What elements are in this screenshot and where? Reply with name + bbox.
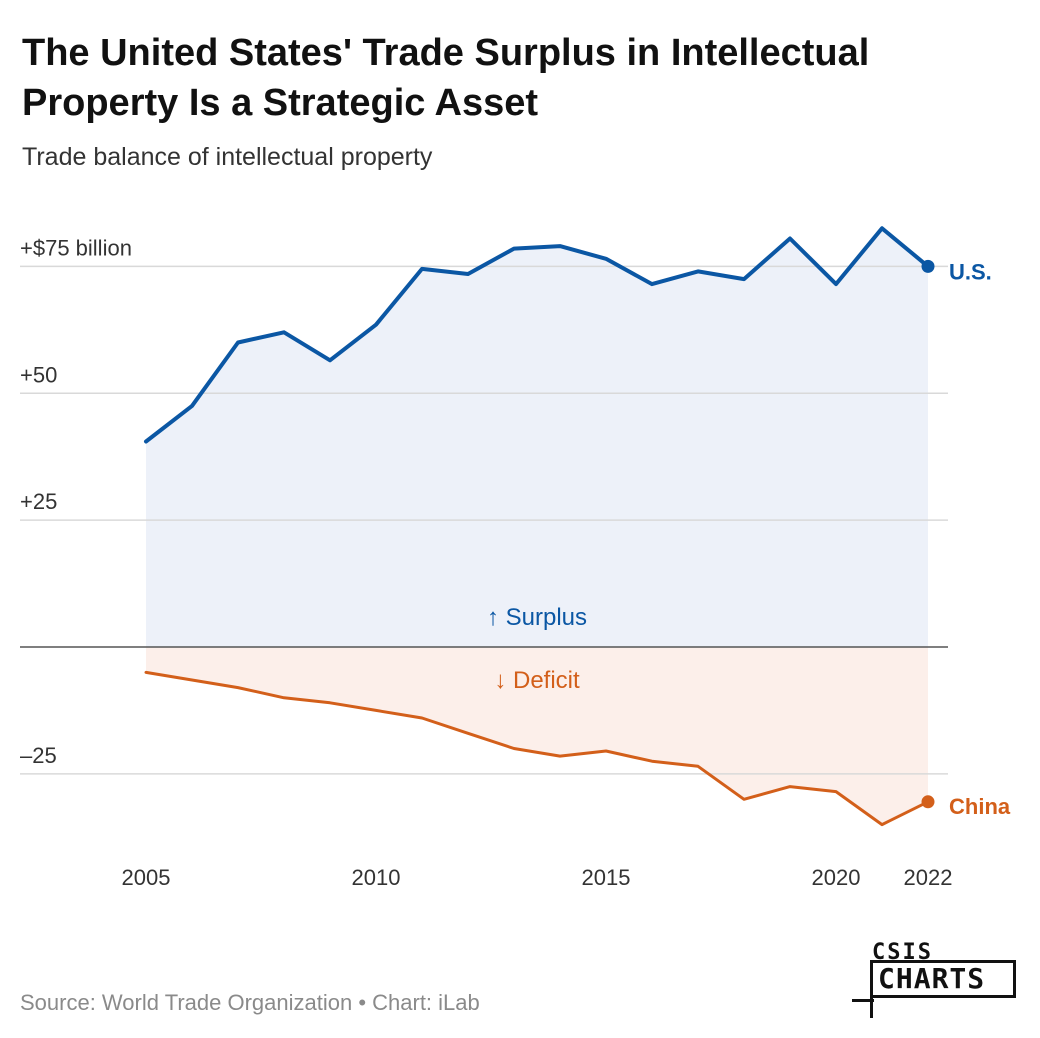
- china-deficit-area: [146, 647, 928, 825]
- source-note: Source: World Trade Organization • Chart…: [20, 990, 480, 1015]
- logo-bottom-text: CHARTS: [878, 962, 986, 995]
- deficit-annotation: ↓ Deficit: [494, 667, 580, 694]
- us-series-line: [144, 226, 930, 444]
- x-tick-label: 2015: [582, 865, 631, 890]
- china-series-line: [144, 670, 930, 827]
- y-tick-label: +50: [20, 362, 57, 387]
- us-surplus-area: [146, 228, 928, 648]
- y-tick-label: –25: [20, 743, 57, 768]
- x-tick-label: 2020: [812, 865, 861, 890]
- chart-subtitle: Trade balance of intellectual property: [22, 143, 433, 171]
- china-end-point: [921, 795, 935, 809]
- x-tick-label: 2010: [352, 865, 401, 890]
- surplus-annotation: ↑ Surplus: [487, 604, 587, 631]
- csis-charts-logo: CSIS CHARTS: [852, 940, 1022, 1020]
- logo-crop-mark: [852, 999, 874, 1002]
- us-series-label: U.S.: [949, 259, 992, 284]
- logo-crop-mark: [870, 960, 873, 1018]
- china-series-label: China: [949, 794, 1011, 819]
- x-tick-label: 2005: [122, 865, 171, 890]
- y-tick-label: +25: [20, 489, 57, 514]
- logo-top-text: CSIS: [872, 940, 933, 965]
- x-tick-label: 2022: [904, 865, 953, 890]
- us-end-point: [921, 259, 935, 273]
- chart-title: The United States' Trade Surplus in Inte…: [22, 32, 870, 124]
- y-tick-label: +$75 billion: [20, 235, 132, 260]
